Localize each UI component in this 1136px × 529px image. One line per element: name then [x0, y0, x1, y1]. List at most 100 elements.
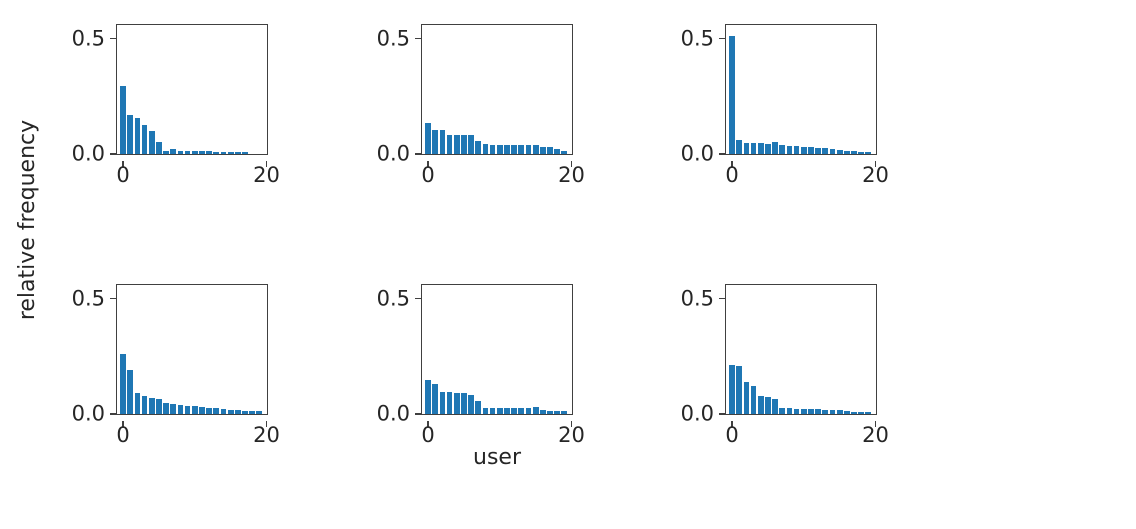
histogram-bar — [808, 409, 814, 414]
histogram-bar — [793, 146, 800, 154]
histogram-bar — [432, 383, 439, 414]
histogram-bar — [177, 150, 184, 154]
x-axis-label: user — [473, 445, 521, 470]
histogram-bar — [779, 144, 786, 154]
histogram-bar — [736, 139, 743, 154]
histogram-bar — [468, 135, 474, 154]
histogram-bar — [554, 149, 561, 154]
y-axis-label: relative frequency — [15, 119, 40, 321]
y-tick-mark — [718, 297, 725, 300]
subplot-bottom-center: 0 20 0.0 0.5 — [377, 284, 585, 446]
histogram-bar — [120, 85, 126, 154]
histogram-bar — [249, 411, 256, 414]
x-tick-label: 20 — [558, 163, 585, 187]
histogram-bar — [765, 397, 771, 414]
x-tick-label: 0 — [116, 423, 130, 447]
histogram-bar — [134, 118, 141, 154]
histogram-bar — [184, 150, 191, 154]
x-tick-mark — [874, 420, 877, 427]
histogram-bar — [141, 125, 148, 154]
histogram-bar — [496, 144, 503, 154]
histogram-bar — [227, 151, 234, 154]
histogram-bar — [184, 405, 191, 414]
y-tick-label: 0.5 — [680, 286, 714, 311]
histogram-bar — [518, 144, 525, 154]
histogram-bar — [561, 151, 568, 154]
histogram-bar — [148, 398, 155, 414]
y-tick-mark — [109, 297, 116, 300]
histogram-bar — [729, 35, 735, 154]
histogram-bar — [858, 151, 865, 154]
histogram-bar — [547, 410, 553, 414]
x-tick-label: 0 — [421, 423, 435, 447]
histogram-bar — [256, 411, 263, 414]
histogram-bar — [518, 407, 525, 414]
histogram-bar — [482, 407, 489, 414]
histogram-bar — [829, 149, 836, 154]
histogram-bar — [539, 410, 546, 414]
histogram-bar — [836, 410, 843, 414]
histogram-bar — [242, 152, 248, 154]
histogram-bar — [851, 411, 857, 414]
histogram-bar — [793, 408, 800, 414]
histogram-bar — [489, 144, 496, 154]
histogram-bar — [772, 398, 778, 414]
histogram-bar — [532, 407, 539, 414]
x-tick-mark — [731, 160, 733, 167]
histogram-bar — [772, 142, 778, 154]
histogram-bar — [127, 369, 134, 414]
y-tick-label: 0.0 — [71, 401, 105, 426]
histogram-bar — [525, 144, 532, 154]
histogram-bar — [475, 401, 482, 414]
histogram-bar — [511, 407, 517, 414]
y-tick-mark — [414, 153, 421, 155]
histogram-bar — [127, 114, 134, 154]
histogram-bar — [191, 406, 198, 414]
y-tick-mark — [109, 153, 116, 155]
histogram-bar — [120, 353, 126, 414]
histogram-bar — [156, 142, 162, 154]
x-tick-mark — [265, 420, 268, 427]
x-tick-label: 20 — [862, 423, 889, 447]
histogram-bar — [729, 365, 735, 414]
histogram-bar — [547, 147, 553, 154]
histogram-bar — [199, 407, 205, 414]
histogram-bar — [148, 130, 155, 154]
histogram-bar — [141, 396, 148, 414]
histogram-bar — [439, 391, 446, 414]
histogram-bar — [439, 129, 446, 154]
histogram-bar — [170, 148, 177, 154]
x-tick-label: 0 — [725, 163, 739, 187]
histogram-bar — [432, 129, 439, 154]
x-tick-label: 0 — [116, 163, 130, 187]
x-tick-mark — [265, 160, 268, 167]
histogram-bar — [822, 409, 829, 414]
x-tick-mark — [731, 420, 733, 427]
x-tick-mark — [427, 160, 429, 167]
histogram-bar — [446, 135, 453, 154]
histogram-bar — [815, 147, 821, 154]
y-tick-mark — [414, 413, 421, 415]
histogram-bar — [199, 151, 205, 154]
histogram-bar — [163, 150, 169, 154]
histogram-bar — [177, 404, 184, 414]
histogram-bar — [504, 144, 510, 154]
histogram-bar — [475, 141, 482, 154]
histogram-bar — [843, 410, 850, 414]
y-tick-mark — [414, 37, 421, 40]
histogram-bar — [234, 410, 241, 414]
subplot-top-right: 0 20 0.0 0.5 — [681, 24, 889, 186]
histogram-bar — [800, 408, 807, 414]
y-tick-mark — [109, 413, 116, 415]
histogram-bar — [539, 146, 546, 154]
subplot-top-center: 0 20 0.0 0.5 — [377, 24, 585, 186]
histogram-bar — [453, 392, 460, 414]
y-tick-label: 0.0 — [680, 401, 714, 426]
subplot-bottom-right: 0 20 0.0 0.5 — [681, 284, 889, 446]
x-tick-mark — [570, 160, 573, 167]
histogram-bar — [858, 412, 865, 414]
histogram-bar — [779, 407, 786, 414]
histogram-bar — [242, 410, 248, 414]
y-tick-label: 0.5 — [376, 26, 410, 51]
y-tick-label: 0.0 — [376, 401, 410, 426]
